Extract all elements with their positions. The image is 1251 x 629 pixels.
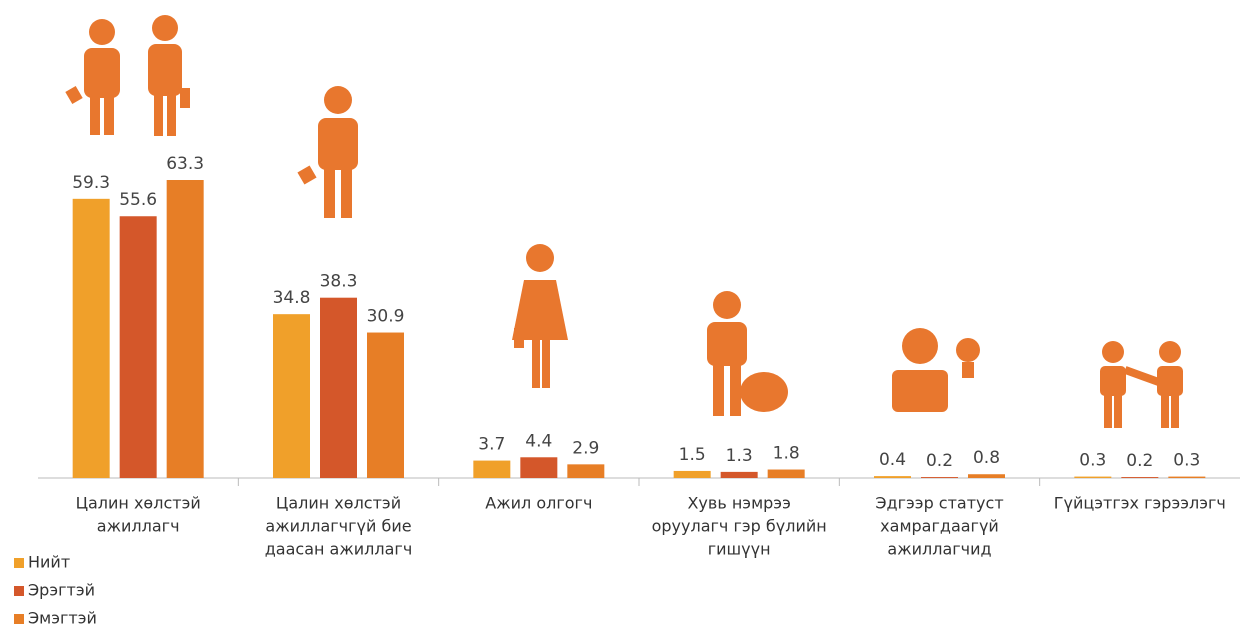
bar [367,332,404,478]
bar [968,474,1005,478]
x-tick-label: оруулагч гэр бүлийн [652,517,827,536]
bar [72,198,110,478]
value-label: 0.3 [1079,451,1106,471]
x-tick-label: гишүүн [708,540,771,559]
value-label: 59.3 [72,173,110,193]
value-label: 2.9 [572,438,599,458]
bar [673,470,711,478]
legend-label: Нийт [28,553,70,572]
bar [1121,477,1159,478]
x-tick-label: Цалин хөлстэй [76,494,201,513]
bar [273,314,310,478]
woman-icon [148,15,190,136]
value-label: 55.6 [119,190,157,210]
value-label: 1.5 [679,445,706,465]
x-tick-label: ажиллагчид [887,540,991,559]
value-label: 0.2 [926,451,953,471]
legend-label: Эрэгтэй [28,581,95,600]
x-tick-label: Ажил олгогч [485,494,592,513]
value-label: 38.3 [320,272,358,292]
x-tick-label: ажиллагч [97,517,180,536]
x-tick-label: ажиллагчгүй бие [265,517,411,536]
x-tick-label: Цалин хөлстэй [276,494,401,513]
value-label: 0.8 [973,448,1000,468]
idea-icon [892,328,980,412]
value-label: 0.2 [1126,451,1153,471]
bar [320,297,357,478]
x-tick-label: хамрагдаагүй [880,517,999,536]
value-label: 4.4 [525,431,552,451]
value-label: 30.9 [367,307,405,327]
icons [65,15,1183,428]
worker-icon [65,19,120,135]
legend-swatch [14,586,24,596]
value-label: 34.8 [273,288,311,308]
legend-swatch [14,614,24,624]
value-label: 1.3 [726,446,753,466]
legend-swatch [14,558,24,568]
bar [767,469,805,478]
bar [520,457,558,478]
legend-label: Эмэгтэй [28,609,97,628]
bar [473,460,511,478]
bar [119,216,157,478]
bar [1074,476,1112,478]
x-tick-label: Хувь нэмрээ [687,494,790,513]
worker-icon [297,86,358,218]
bar [166,180,204,478]
farmer-icon [707,291,788,416]
x-tick-label: Эдгээр статуст [875,494,1003,513]
bar [921,477,958,478]
x-tick-label: Гүйцэтгэх гэрээлэгч [1054,494,1226,513]
bar [1168,476,1206,478]
value-label: 63.3 [166,154,204,174]
handshake-icon [1100,341,1183,428]
bar [874,476,911,478]
value-label: 0.3 [1173,451,1200,471]
bar [567,464,605,478]
value-label: 0.4 [879,450,906,470]
woman-icon [512,244,568,388]
x-tick-label: даасан ажиллагч [265,540,413,559]
value-label: 3.7 [478,435,505,455]
value-label: 1.8 [773,444,800,464]
bar [720,471,758,478]
